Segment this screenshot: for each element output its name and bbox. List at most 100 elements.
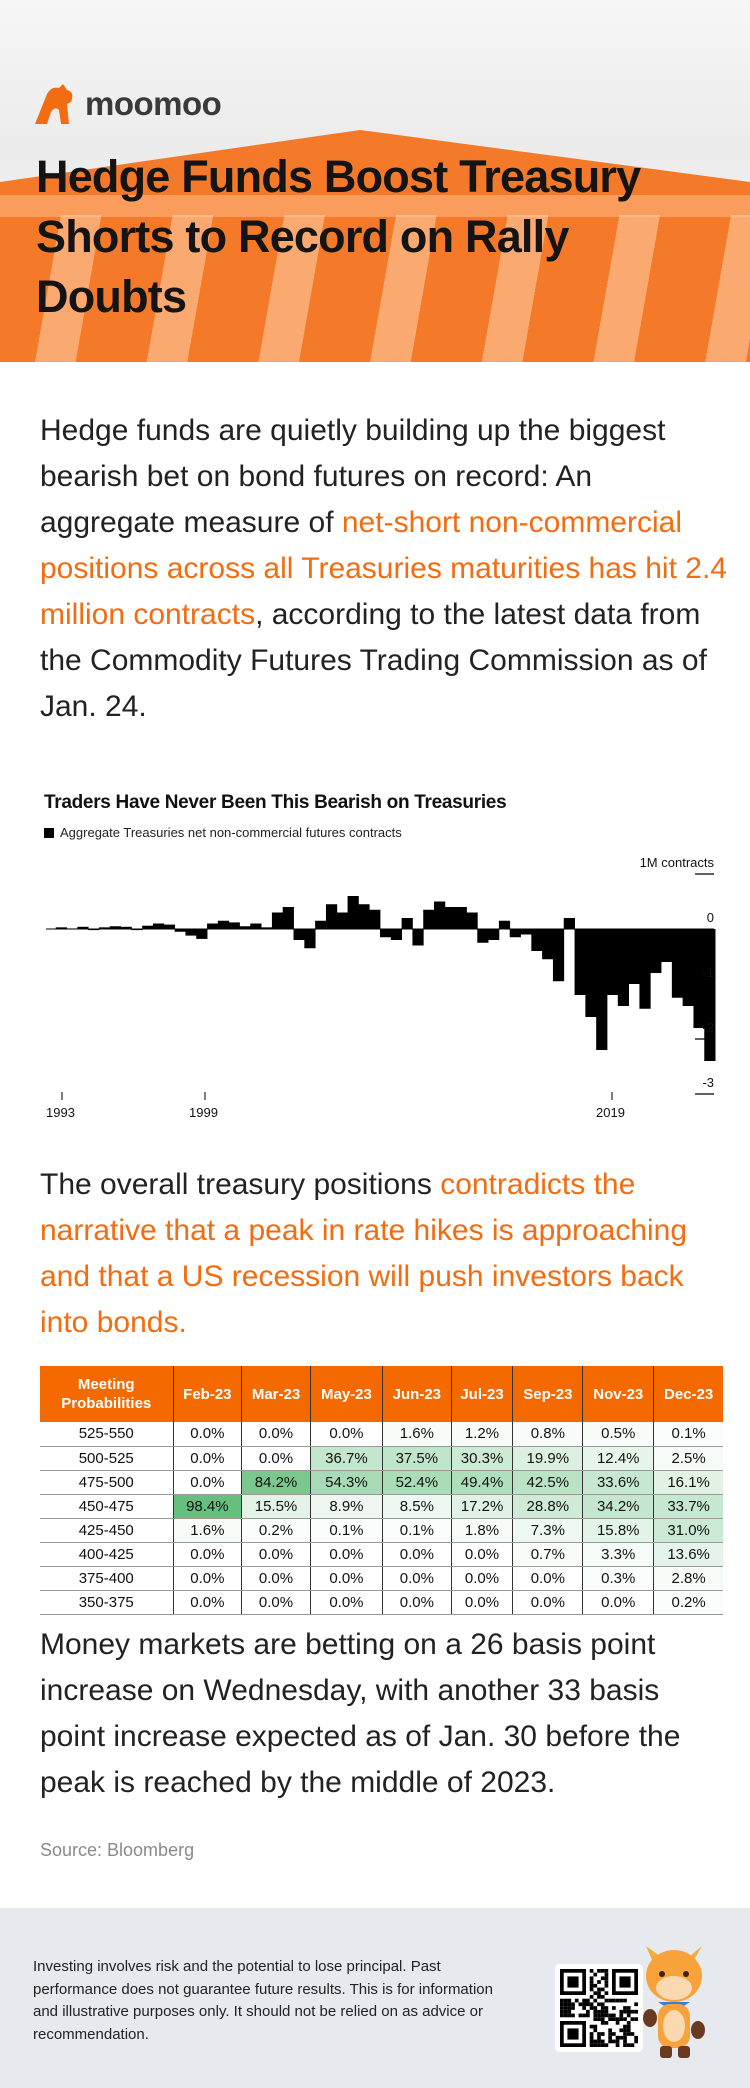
probability-cell: 54.3% [310, 1470, 384, 1495]
probability-cell: 0.0% [310, 1566, 384, 1591]
y-tick-label: -3 [702, 1075, 714, 1090]
probability-cell: 0.0% [173, 1590, 243, 1615]
probability-cell: 0.0% [241, 1422, 311, 1447]
column-header: Dec-23 [653, 1366, 723, 1422]
probability-cell: 0.0% [173, 1422, 243, 1447]
rate-range-cell: 450-475 [40, 1494, 174, 1519]
chart-bar [239, 926, 251, 929]
chart-bar [336, 912, 348, 929]
table-row: 525-550 0.0% 0.0% 0.0% 1.6% 1.2% 0.8% 0.5% 0.1% [40, 1422, 723, 1447]
chart-bar [250, 923, 262, 929]
chart-bar [196, 929, 208, 939]
column-header: May-23 [310, 1366, 384, 1422]
table-row: 425-450 1.6% 0.2% 0.1% 0.1% 1.8% 7.3% 15.8% 31.0… [40, 1518, 723, 1543]
table-row: 350-375 0.0% 0.0% 0.0% 0.0% 0.0% 0.0% 0.0% 0.2% [40, 1590, 723, 1615]
probability-cell: 0.0% [512, 1590, 584, 1615]
probability-cell: 3.3% [582, 1542, 655, 1567]
chart-bar [617, 929, 630, 1006]
probability-cell: 0.1% [310, 1518, 384, 1543]
x-tick-label: 1993 [46, 1105, 75, 1120]
chart-bar [293, 929, 305, 940]
paragraph-2-highlight: contradicts the narrative that a peak in… [40, 1168, 688, 1339]
chart-bar [596, 929, 608, 1050]
probability-cell: 1.6% [382, 1422, 452, 1447]
rate-range-cell: 400-425 [40, 1542, 174, 1567]
chart-bar [163, 924, 176, 929]
probability-cell: 36.7% [310, 1446, 384, 1471]
qr-code-icon [560, 1969, 638, 2047]
probability-cell: 0.5% [582, 1422, 655, 1447]
probability-cell: 37.5% [382, 1446, 452, 1471]
probability-cell: 0.3% [582, 1566, 655, 1591]
chart-bar [120, 926, 132, 929]
x-tick-label: 1999 [189, 1105, 218, 1120]
probability-cell: 0.0% [382, 1542, 452, 1567]
chart-bar [488, 929, 500, 940]
chart-bar [585, 929, 597, 1017]
chart-bar [650, 929, 662, 973]
probability-cell: 0.0% [512, 1566, 584, 1591]
legend-label: Aggregate Treasuries net non-commercial … [60, 825, 402, 840]
treasury-positions-chart: Traders Have Never Been This Bearish on … [0, 780, 750, 1120]
y-tick-label: 0 [707, 910, 714, 925]
probability-cell: 98.4% [173, 1494, 243, 1519]
probability-cell: 0.0% [582, 1590, 655, 1615]
column-header: Jul-23 [451, 1366, 514, 1422]
logo-text: moomoo [85, 85, 222, 122]
chart-bar [606, 929, 619, 995]
chart-bar [77, 926, 89, 929]
chart-bar [682, 929, 694, 1006]
probability-cell: 0.2% [241, 1518, 311, 1543]
y-tick-label: 1M contracts [640, 855, 715, 870]
chart-bar [380, 929, 392, 938]
chart-bar [390, 929, 403, 940]
chart-bar [131, 929, 143, 931]
chart-bar [455, 907, 467, 929]
probability-cell: 17.2% [451, 1494, 514, 1519]
table-row: 450-475 98.4% 15.5% 8.9% 8.5% 17.2% 28.8% 34.2%… [40, 1494, 723, 1519]
probability-cell: 12.4% [582, 1446, 655, 1471]
probability-cell: 52.4% [382, 1470, 452, 1495]
probability-cell: 0.0% [451, 1590, 514, 1615]
footer: Investing involves risk and the potentia… [0, 1908, 750, 2088]
probability-cell: 0.7% [512, 1542, 584, 1567]
probability-cell: 15.8% [582, 1518, 655, 1543]
chart-title: Traders Have Never Been This Bearish on … [44, 792, 507, 813]
chart-bar [444, 907, 457, 929]
probability-cell: 33.6% [582, 1470, 655, 1495]
chart-bar [671, 929, 684, 998]
chart-bar [142, 925, 154, 929]
chart-bar [509, 929, 521, 938]
probability-cell: 0.1% [653, 1422, 723, 1447]
intro-text: Hedge funds are quietly building up the … [40, 414, 666, 539]
probability-cell: 2.5% [653, 1446, 723, 1471]
chart-bar [228, 922, 240, 929]
probability-cell: 0.0% [241, 1542, 311, 1567]
rate-range-cell: 500-525 [40, 1446, 174, 1471]
source-note: Source: Bloomberg [40, 1840, 195, 1860]
chart-legend: Aggregate Treasuries net non-commercial … [44, 825, 402, 840]
chart-bar [661, 929, 673, 962]
probability-cell: 84.2% [241, 1470, 311, 1495]
probability-cell: 8.5% [382, 1494, 452, 1519]
chart-bar [434, 901, 446, 929]
probability-cell: 0.0% [241, 1566, 311, 1591]
probability-cell: 0.0% [173, 1446, 243, 1471]
column-header: Sep-23 [512, 1366, 584, 1422]
probability-cell: 8.9% [310, 1494, 384, 1519]
meeting-probabilities-table: Meeting Probabilities Feb-23 Mar-23 May-23… [40, 1366, 723, 1615]
chart-plot: 1M contracts 0 -1 -2 -3 1993 1999 2019 [46, 855, 716, 1120]
probability-cell: 34.2% [582, 1494, 655, 1519]
chart-bar [552, 929, 565, 982]
probability-cell: 0.0% [173, 1542, 243, 1567]
probability-cell: 7.3% [512, 1518, 584, 1543]
chart-bar [304, 929, 316, 949]
probability-cell: 0.0% [451, 1566, 514, 1591]
chart-bar [109, 926, 121, 929]
qr-code[interactable] [555, 1964, 643, 2052]
chart-bar [628, 929, 640, 984]
probability-cell: 0.0% [173, 1470, 243, 1495]
probability-cell: 15.5% [241, 1494, 311, 1519]
probability-cell: 0.0% [382, 1566, 452, 1591]
table-header-row: Meeting Probabilities Feb-23 Mar-23 May-23… [40, 1366, 723, 1422]
